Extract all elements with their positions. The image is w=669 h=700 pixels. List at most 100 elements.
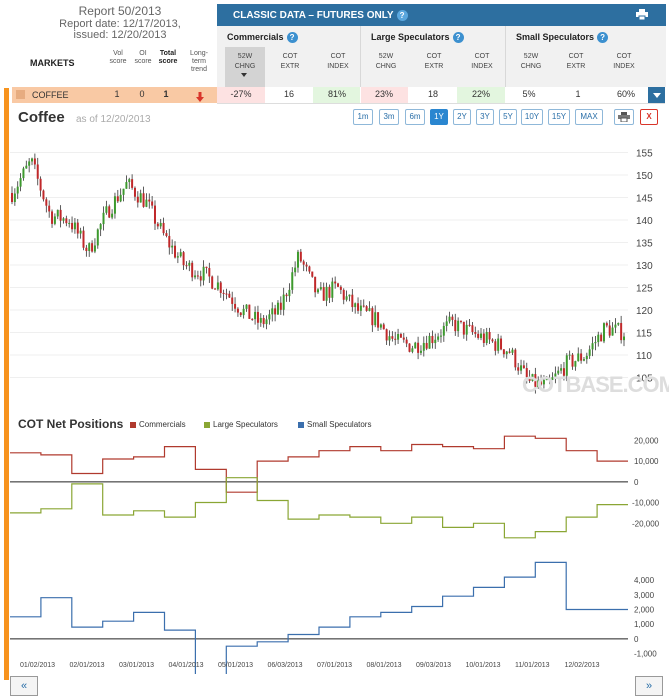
print-icon[interactable]	[636, 9, 648, 21]
price-candle	[248, 304, 251, 319]
price-candle	[68, 222, 71, 224]
y-tick-label: 115	[636, 329, 652, 340]
legend-commercials[interactable]: Commercials	[130, 420, 186, 429]
price-candle	[379, 324, 382, 328]
col-52w-chng[interactable]: 52W CHNG	[520, 53, 542, 70]
price-candle	[445, 321, 448, 326]
cell-value: -27%	[230, 89, 252, 99]
col-cot-index[interactable]: COT INDEX	[471, 53, 493, 70]
price-candle	[514, 349, 517, 368]
col-long-term-trend: Long-term trend	[190, 50, 208, 73]
left-accent-bar-top	[4, 88, 9, 104]
price-candle	[494, 341, 497, 351]
range-button-1m[interactable]: 1m	[353, 109, 373, 125]
chart-icon	[16, 90, 25, 99]
price-candle	[540, 380, 543, 385]
price-candle	[191, 262, 194, 278]
y-tick-label: 145	[636, 194, 653, 205]
prev-button[interactable]: «	[10, 676, 38, 696]
col-cot-extr[interactable]: COT EXTR	[566, 53, 586, 70]
price-candle	[611, 327, 614, 336]
price-candle	[480, 333, 483, 338]
price-candle	[45, 199, 48, 206]
price-candle	[334, 281, 337, 284]
group-commercials: Commercials? 52W CHNG COT EXTR COT INDEX	[217, 26, 361, 87]
price-candle	[82, 230, 85, 248]
range-button-15y[interactable]: 15Y	[548, 109, 570, 125]
help-icon[interactable]: ?	[396, 10, 408, 21]
price-candle	[397, 334, 400, 340]
price-candle	[591, 343, 594, 350]
price-candle	[394, 338, 397, 340]
range-button-6m[interactable]: 6m	[405, 109, 425, 125]
market-name[interactable]: COFFEE	[32, 90, 69, 100]
row-dropdown-button[interactable]	[648, 87, 665, 103]
price-candle	[428, 335, 431, 349]
legend-small-speculators[interactable]: Small Speculators	[298, 420, 371, 429]
price-candle	[165, 233, 168, 236]
col-cot-extr[interactable]: COT EXTR	[424, 53, 444, 70]
price-candle	[585, 355, 588, 360]
price-candle	[93, 245, 96, 252]
price-candle	[528, 377, 531, 381]
help-icon[interactable]: ?	[597, 32, 609, 44]
cell-value: 22%	[471, 89, 490, 99]
price-candle	[391, 336, 394, 339]
group-small-speculators: Small Speculators? 52W CHNG COT EXTR COT…	[506, 26, 666, 87]
price-candle	[179, 252, 182, 257]
print-chart-button[interactable]	[614, 109, 634, 125]
price-candle	[65, 218, 68, 224]
range-button-3y[interactable]: 3Y	[476, 109, 494, 125]
col-52w-chng-sorted[interactable]	[225, 47, 265, 87]
price-candle	[608, 325, 611, 336]
legend-large-speculators[interactable]: Large Speculators	[204, 420, 278, 429]
price-candle	[274, 308, 277, 315]
range-button-1y[interactable]: 1Y	[430, 109, 448, 125]
range-button-2y[interactable]: 2Y	[453, 109, 471, 125]
col-oi-score: OI score	[134, 50, 152, 65]
range-button-max[interactable]: MAX	[575, 109, 603, 125]
cell-value: 1	[575, 89, 581, 99]
price-candle	[471, 325, 474, 333]
y-tick-label: 140	[636, 216, 653, 227]
price-candle	[520, 365, 523, 371]
col-cot-index[interactable]: COT INDEX	[613, 53, 635, 70]
price-candle	[517, 367, 520, 371]
price-candle	[597, 334, 600, 343]
y-tick-label: -1,000	[634, 650, 657, 659]
price-candle	[13, 193, 16, 202]
price-candle	[351, 294, 354, 308]
sort-down-icon	[241, 73, 247, 77]
range-button-5y[interactable]: 5Y	[499, 109, 517, 125]
price-candle	[122, 188, 125, 195]
help-icon[interactable]: ?	[286, 32, 298, 44]
price-candle	[488, 332, 491, 340]
x-tick-label: 03/01/2013	[119, 662, 154, 669]
help-icon[interactable]: ?	[452, 32, 464, 44]
price-candle	[502, 349, 505, 355]
col-52w-chng[interactable]: 52W CHNG	[234, 53, 256, 70]
col-cot-index[interactable]: COT INDEX	[327, 53, 349, 70]
price-candle	[211, 276, 214, 289]
price-candle	[457, 320, 460, 332]
y-tick-label: 1,000	[634, 620, 655, 629]
next-button[interactable]: »	[635, 676, 663, 696]
price-candle	[208, 268, 211, 277]
price-candle	[231, 297, 234, 304]
col-52w-chng[interactable]: 52W CHNG	[375, 53, 397, 70]
close-chart-button[interactable]: X	[640, 109, 658, 125]
y-tick-label: 155	[636, 149, 653, 160]
price-candle	[468, 324, 471, 326]
price-candle	[294, 267, 297, 273]
price-candle	[156, 223, 159, 227]
price-candle	[265, 319, 268, 325]
range-button-10y[interactable]: 10Y	[521, 109, 543, 125]
price-candle	[331, 281, 334, 298]
price-candle	[262, 317, 265, 325]
col-cot-extr[interactable]: COT EXTR	[280, 53, 300, 70]
y-tick-label: 110	[636, 351, 652, 362]
oi-score-value: 0	[139, 89, 145, 99]
price-candle	[448, 316, 451, 322]
range-button-3m[interactable]: 3m	[379, 109, 399, 125]
y-tick-label: 0	[634, 635, 639, 644]
